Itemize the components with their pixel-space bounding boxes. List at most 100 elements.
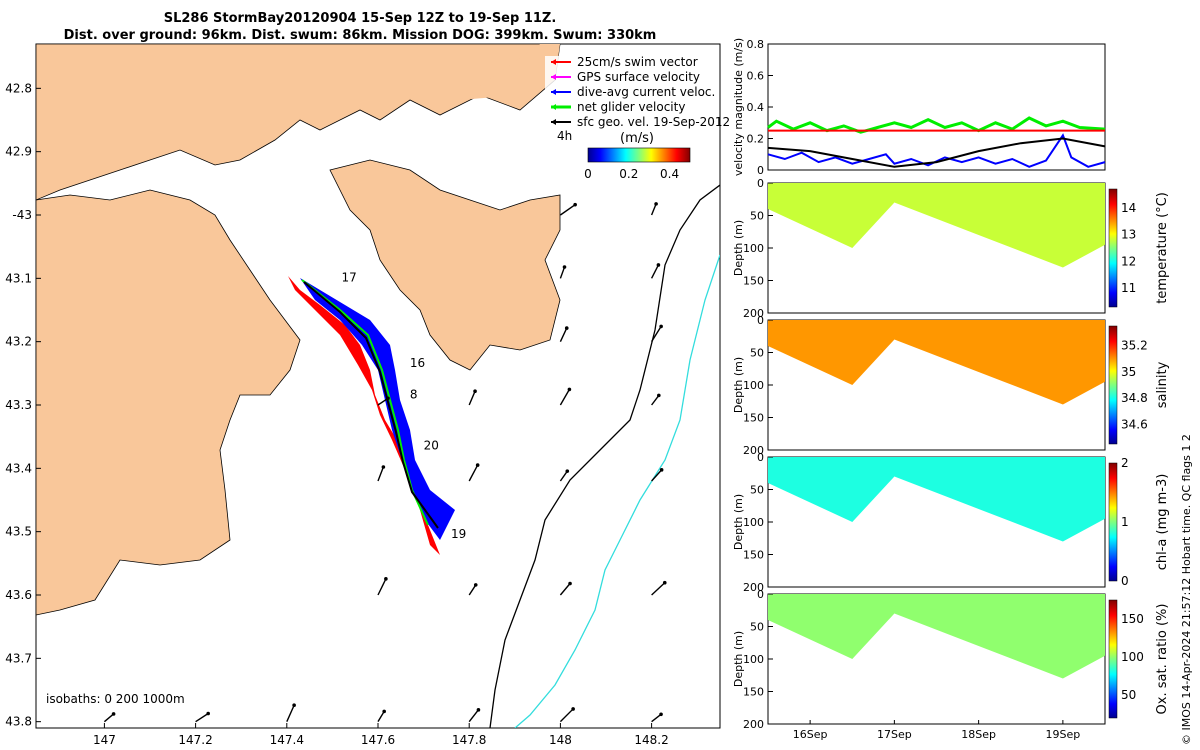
land-west [36,189,301,616]
land-east [460,44,560,100]
isobath-200 [489,184,720,728]
map-panel: 17 16 8 20 19 147 147.2 147.4 147.6 147.8 148 148.… [5,43,730,747]
colorbar-tick-label: 0.4 [660,167,679,181]
section-colorbar [1108,188,1118,308]
velocity-series [767,116,1106,168]
geo-vector-head [657,393,661,398]
time-tick-label: 17Sep [877,728,912,741]
chart-title-line1: SL286 StormBay20120904 15-Sep 12Z to 19-… [163,11,557,26]
glider-track-blue [300,278,455,540]
section-colorbar-tick: 34.8 [1121,391,1148,405]
depth-tick-label: 150 [743,686,764,699]
velocity-panel: 0 0.2 0.4 0.6 0.8 velocity magnitude (m/s) [732,38,1106,177]
colorbar-tick-label: 0.2 [619,167,638,181]
geo-vector-arrow [559,204,576,216]
geo-vector-arrow [559,583,571,596]
geo-vector-arrow [468,464,479,482]
velocity-series-line [767,116,1106,134]
map-ytick-label: 42.9 [5,145,32,159]
geo-vector-head [473,389,477,393]
geo-vector-head [656,263,661,267]
geo-vector-head [564,326,569,330]
map-ytick-label: 42.8 [5,81,32,95]
section-colorbar-tick: 2 [1121,456,1129,470]
section-colorbar-label: temperature (°C) [1155,192,1170,304]
track-day-label: 19 [451,527,466,541]
section-panel-1: 0 50 100 150 200 Depth (m) 34.6 34.8 35 35.2 salin… [732,314,1170,457]
geo-vector-head [476,708,481,712]
section-panel-3: 0 50 100 150 200 Depth (m) 50 100 150 Ox. sat. ra… [732,588,1170,731]
legend-label: dive-avg current veloc. [577,85,715,99]
section-colorbar-tick: 34.6 [1121,417,1148,431]
geo-vector-head [381,465,386,469]
geo-vector-arrow [377,711,385,723]
geo-vector-head [659,324,663,329]
section-colorbar [1108,462,1118,582]
depth-tick-label: 200 [743,444,764,457]
velocity-ytick-label: 0.6 [747,70,765,83]
depth-tick-label: 0 [757,177,764,190]
section-panel-2: 0 50 100 150 200 Depth (m) 0 1 2 chl-a (mg m-3) [732,451,1170,594]
time-tick-label: 18Sep [961,728,996,741]
map-ytick-label: 43.1 [5,271,32,285]
section-colorbar [1108,325,1118,445]
section-field [768,320,1105,405]
velocity-ytick-label: 0.8 [747,38,765,51]
velocity-ytick-label: 0.4 [747,101,765,114]
section-colorbar-tick: 14 [1121,201,1136,215]
geo-vector-arrow [377,466,385,482]
geo-vector-head [654,202,658,206]
geo-vector-arrow [650,264,660,279]
geo-vector-head [567,387,572,392]
map-ytick-label: 43.5 [5,525,32,539]
velocity-series-line [767,137,1106,168]
legend-label: GPS surface velocity [577,70,700,84]
track-labels: 17 16 8 20 19 [342,271,467,542]
legend-note: 4h [557,129,572,143]
map-ytick-label: -43 [12,208,32,222]
depth-tick-label: 100 [743,653,764,666]
section-colorbar-tick: 13 [1121,228,1136,242]
depth-tick-label: 150 [743,275,764,288]
velocity-y-ticks: 0 0.2 0.4 0.6 0.8 [747,38,773,177]
depth-tick-label: 0 [757,588,764,601]
geo-vector-head [473,583,478,587]
depth-tick-label: 50 [750,347,764,360]
geo-vector-arrow [468,390,476,406]
geo-vector-head [384,577,388,581]
map-xtick-label: 147 [93,733,116,747]
section-colorbar-tick: 12 [1121,254,1136,268]
geo-vector-head [475,463,480,467]
geo-vector-arrow [651,469,663,482]
colorbar-label: (m/s) [620,131,654,146]
time-tick-label: 19Sep [1046,728,1081,741]
chart-title-line2: Dist. over ground: 96km. Dist. swum: 86k… [63,28,657,43]
section-colorbar-tick: 35.2 [1121,339,1148,353]
track-day-label: 17 [342,271,357,285]
map-ytick-label: 43.2 [5,335,32,349]
geo-vector-arrow [468,584,477,596]
depth-tick-label: 150 [743,412,764,425]
isobath-1000 [514,254,720,728]
geo-vector-arrow [377,397,389,406]
depth-axis-label: Depth (m) [732,220,745,276]
map-ytick-label: 43.7 [5,651,32,665]
geo-vector-head [111,712,116,716]
sfc-geo-vectors [103,202,667,723]
section-colorbar [1108,599,1118,719]
section-field [768,183,1105,268]
depth-tick-label: 150 [743,549,764,562]
depth-tick-label: 200 [743,581,764,594]
geo-vector-arrow [559,470,568,482]
depth-axis-label: Depth (m) [732,494,745,550]
geo-vector-arrow [559,327,568,342]
arrow-icon [551,119,556,125]
section-colorbar-label: chl-a (mg m-3) [1155,474,1170,571]
section-colorbar-tick: 100 [1121,650,1144,664]
map-ytick-label: 43.8 [5,715,32,729]
geo-vector-head [206,711,210,716]
map-ytick-label: 43.3 [5,398,32,412]
map-y-ticks: 42.8 42.9 -43 43.1 43.2 43.3 43.4 43.5 43.6 43.7 4… [5,81,41,729]
geo-vector-arrow [103,713,115,723]
